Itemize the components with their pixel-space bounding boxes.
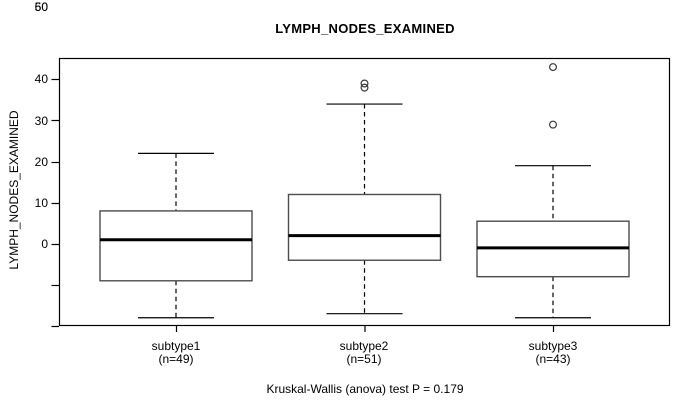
x-group-label-subtype2: subtype2 (n=51): [294, 340, 434, 366]
x-group-label-subtype1: subtype1 (n=49): [106, 340, 246, 366]
x-group-label-subtype3: subtype3 (n=43): [483, 340, 623, 366]
group-n: (n=49): [158, 352, 194, 366]
boxplot-group-subtype2: [287, 79, 442, 315]
outlier-point: [360, 83, 369, 92]
outlier-point: [548, 120, 557, 129]
iqr-box: [99, 210, 253, 282]
y-tick-label-40: 40: [34, 72, 48, 86]
y-tick-label-50: 50: [34, 0, 48, 14]
group-name: subtype2: [339, 339, 389, 353]
y-tick-label-60: 60: [34, 0, 48, 14]
stat-test-caption: Kruskal-Wallis (anova) test P = 0.179: [266, 382, 464, 396]
outlier-point: [548, 63, 557, 72]
y-tick-label-10: 10: [34, 196, 48, 210]
group-n: (n=43): [535, 352, 571, 366]
y-tick-label-0: 0: [41, 237, 48, 251]
boxplot-group-subtype3: [476, 63, 630, 319]
group-name: subtype1: [151, 339, 201, 353]
y-tick-label-30: 30: [34, 114, 48, 128]
iqr-box: [287, 193, 442, 261]
outlier-point: [360, 79, 369, 88]
group-name: subtype3: [528, 339, 578, 353]
y-tick-label-20: 20: [34, 155, 48, 169]
boxplot-group-subtype1: [99, 152, 253, 319]
chart-title: LYMPH_NODES_EXAMINED: [275, 21, 455, 36]
group-n: (n=51): [346, 352, 382, 366]
